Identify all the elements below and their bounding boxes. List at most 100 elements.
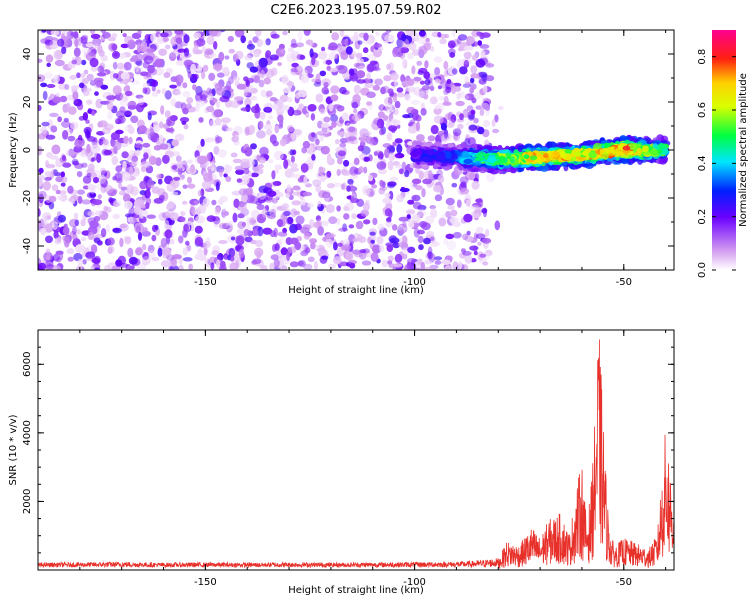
heatmap-noise-cell [248, 124, 256, 135]
heatmap-noise-cell [470, 65, 478, 74]
heatmap-noise-cell [100, 167, 106, 175]
heatmap-noise-cell [48, 201, 55, 210]
heatmap-noise-cell [183, 34, 190, 44]
heatmap-noise-cell [107, 110, 113, 120]
heatmap-noise-cell [292, 185, 301, 191]
heatmap-noise-cell [253, 75, 261, 84]
heatmap-noise-cell [427, 251, 432, 259]
heatmap-noise-cell [308, 40, 314, 48]
heatmap-noise-cell [215, 87, 226, 96]
heatmap-noise-cell [81, 59, 87, 66]
heatmap-signal-cell [523, 154, 530, 159]
heatmap-noise-cell [366, 63, 375, 73]
heatmap-noise-cell [182, 184, 188, 189]
heatmap-noise-cell [412, 49, 420, 56]
heatmap-noise-cell [255, 30, 262, 37]
heatmap-noise-cell [310, 242, 316, 250]
heatmap-noise-cell [124, 200, 133, 210]
heatmap-noise-cell [425, 37, 430, 43]
heatmap-noise-cell [269, 230, 277, 238]
heatmap-noise-cell [111, 155, 119, 166]
heatmap-noise-cell [465, 199, 471, 207]
heatmap-noise-cell [358, 166, 364, 174]
heatmap-signal-cell [487, 156, 497, 164]
heatmap-noise-cell [256, 154, 261, 162]
heatmap-noise-cell [283, 210, 291, 217]
heatmap-noise-cell [200, 94, 207, 102]
heatmap-noise-cell [366, 72, 371, 81]
heatmap-noise-cell [438, 217, 447, 227]
heatmap-noise-cell [464, 94, 470, 100]
heatmap-noise-cell [291, 200, 302, 206]
heatmap-noise-cell [164, 90, 172, 100]
heatmap-noise-cell [309, 48, 314, 58]
heatmap-noise-cell [318, 50, 328, 60]
heatmap-noise-cell [287, 216, 294, 225]
heatmap-noise-cell [115, 165, 123, 173]
heatmap-noise-cell [229, 255, 235, 262]
heatmap-noise-cell [118, 182, 123, 190]
heatmap-noise-cell [289, 237, 299, 245]
heatmap-noise-cell [112, 227, 120, 233]
heatmap-noise-cell [345, 46, 353, 55]
heatmap-noise-cell [147, 179, 155, 189]
heatmap-noise-cell [270, 67, 278, 77]
heatmap-noise-cell [413, 76, 422, 82]
heatmap-noise-cell [258, 79, 265, 88]
heatmap-noise-cell [164, 219, 170, 230]
heatmap-noise-cell [471, 54, 478, 61]
heatmap-noise-cell [257, 226, 264, 237]
heatmap-noise-cell [60, 171, 65, 178]
heatmap-noise-cell [374, 150, 383, 155]
heatmap-signal-cell [622, 145, 631, 151]
heatmap-noise-cell [319, 133, 324, 142]
heatmap-noise-cell [73, 31, 79, 39]
heatmap-noise-cell [111, 43, 118, 51]
heatmap-noise-cell [153, 124, 160, 133]
heatmap-noise-cell [382, 143, 392, 148]
heatmap-noise-cell [295, 215, 305, 225]
heatmap-noise-cell [212, 97, 218, 104]
heatmap-noise-cell [295, 42, 305, 48]
heatmap-noise-cell [396, 194, 404, 203]
heatmap-noise-cell [451, 84, 457, 95]
heatmap-noise-cell [325, 204, 335, 214]
heatmap-noise-cell [256, 38, 263, 48]
heatmap-noise-cell [280, 48, 286, 54]
heatmap-noise-cell [139, 180, 148, 190]
heatmap-noise-cell [434, 260, 442, 265]
heatmap-noise-cell [364, 82, 374, 89]
heatmap-noise-cell [443, 129, 449, 139]
colorbar-tick-label: 0.4 [697, 155, 708, 171]
heatmap-noise-cell [187, 176, 192, 184]
heatmap-noise-cell [377, 223, 385, 231]
y-tick-label: -40 [22, 238, 33, 254]
heatmap-noise-cell [86, 143, 91, 154]
heatmap-noise-cell [452, 231, 462, 239]
heatmap-noise-cell [240, 107, 250, 112]
heatmap-noise-cell [401, 57, 406, 67]
heatmap-noise-cell [142, 142, 151, 148]
heatmap-noise-cell [118, 190, 126, 196]
heatmap-noise-cell [185, 240, 190, 246]
heatmap-noise-cell [331, 32, 340, 41]
heatmap-signal-cell [509, 156, 516, 164]
heatmap-noise-cell [475, 58, 486, 68]
heatmap-noise-cell [355, 220, 364, 230]
heatmap-noise-cell [38, 145, 43, 156]
heatmap-noise-cell [161, 260, 171, 268]
heatmap-noise-cell [157, 247, 163, 257]
heatmap-noise-cell [401, 33, 407, 42]
heatmap-noise-cell [130, 186, 139, 196]
heatmap-noise-cell [388, 124, 398, 132]
heatmap-noise-cell [201, 46, 207, 53]
heatmap-noise-cell [229, 262, 239, 270]
heatmap-noise-cell [463, 59, 470, 68]
heatmap-noise-cell [131, 55, 139, 62]
heatmap-noise-cell [282, 87, 292, 94]
heatmap-noise-cell [79, 150, 89, 158]
heatmap-noise-cell [256, 213, 266, 224]
heatmap-noise-cell [348, 224, 355, 229]
heatmap-noise-cell [218, 51, 225, 62]
